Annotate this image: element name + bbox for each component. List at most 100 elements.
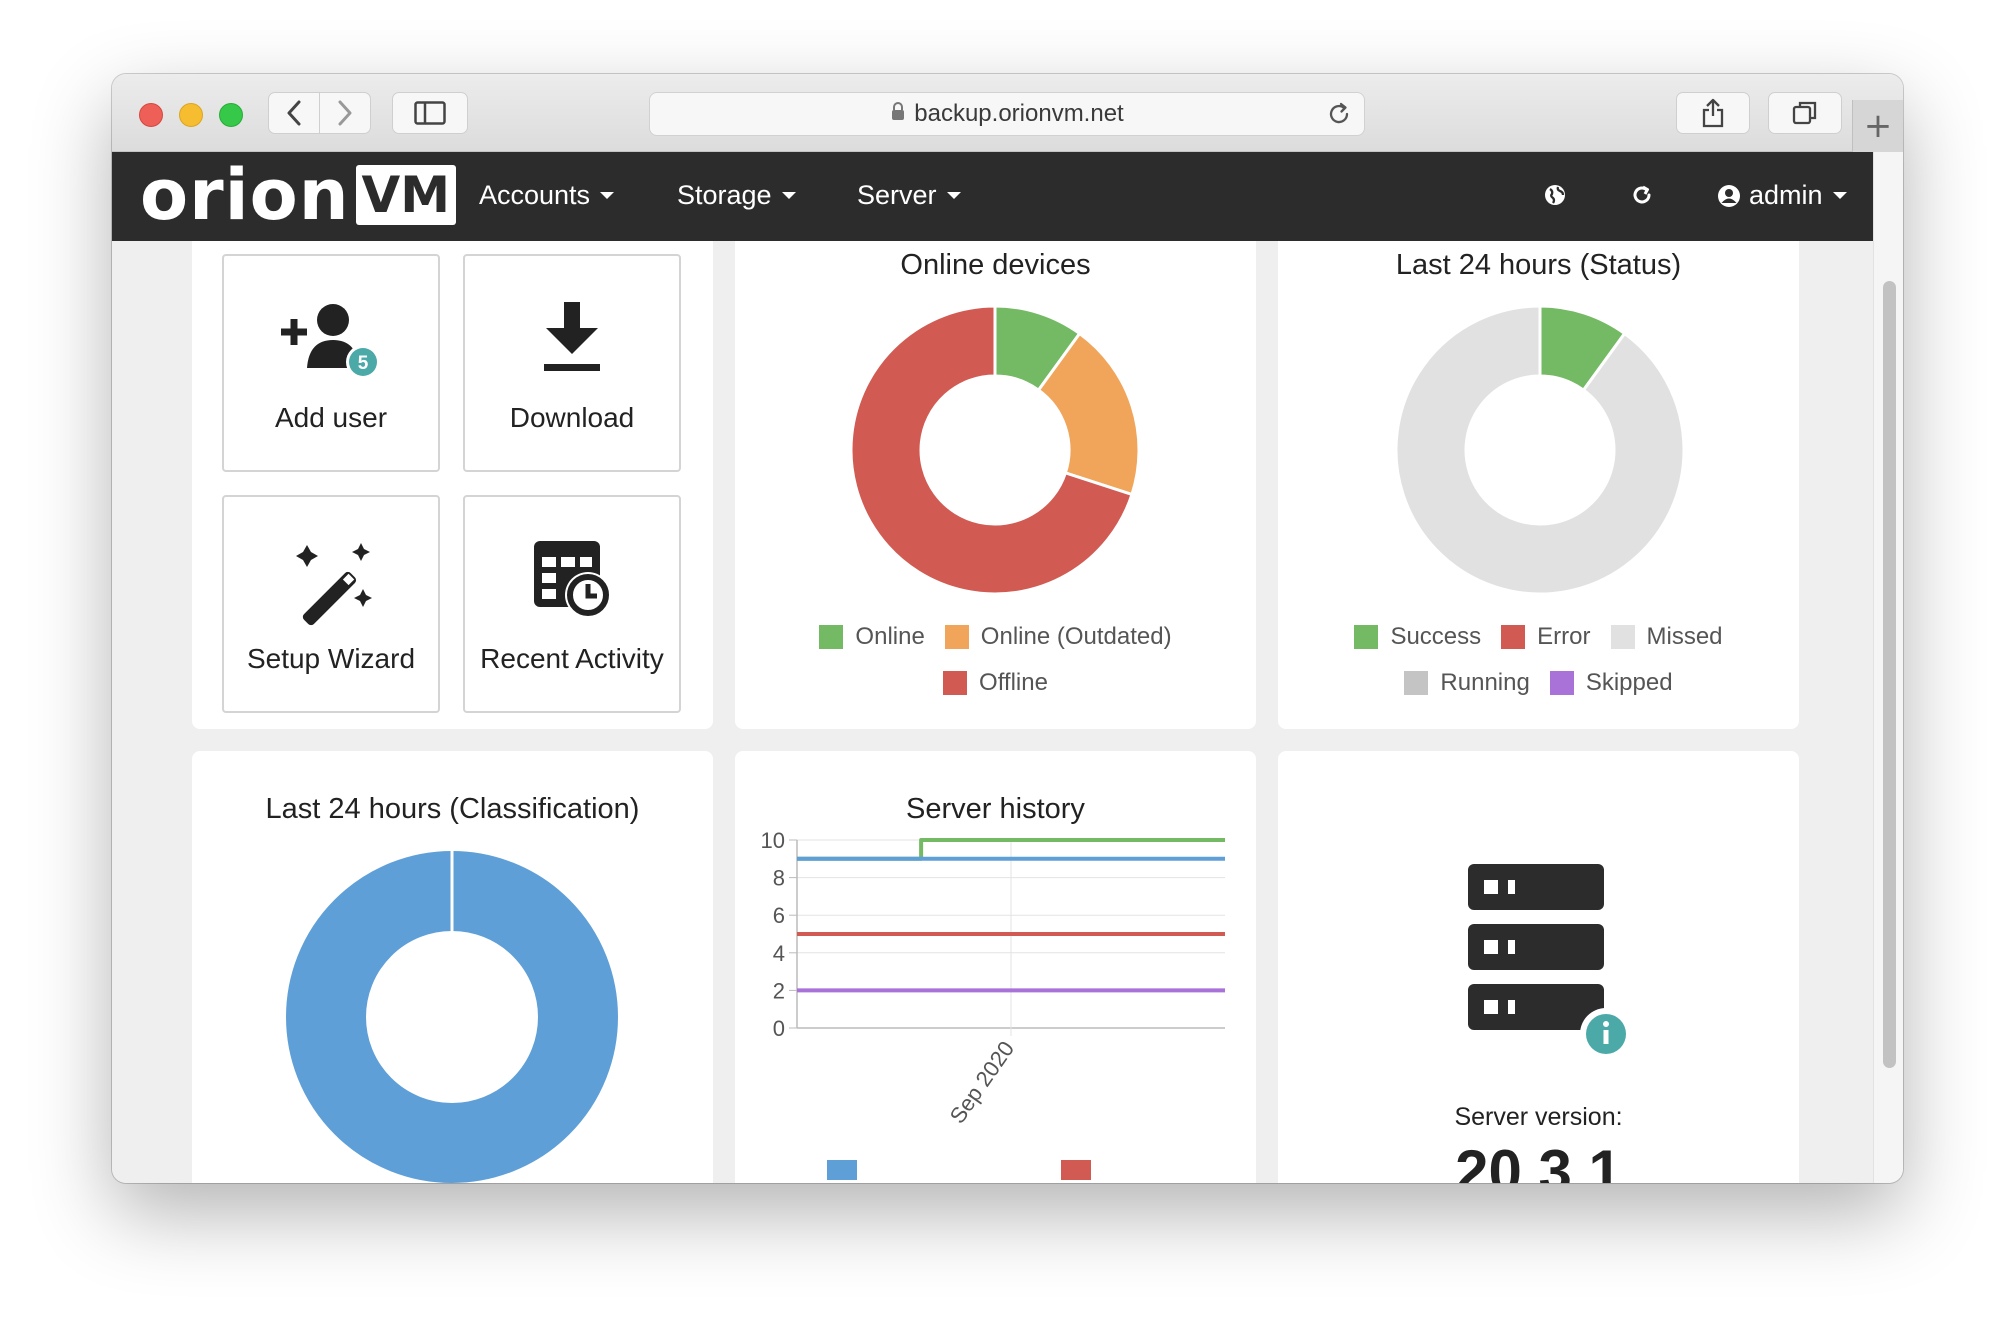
server-history-card: Server history 10 8 6 4 2 0 Sep 2020: [735, 751, 1256, 1183]
sidebar-toggle-button[interactable]: [392, 92, 468, 134]
y-tick-label: 2: [773, 978, 785, 1003]
y-tick-label: 6: [773, 903, 785, 928]
donut-slice-online-outdated-[interactable]: [1036, 331, 1141, 497]
online-devices-title: Online devices: [900, 249, 1091, 281]
quick-actions-card: 5 Add user Download: [192, 241, 713, 729]
add-user-icon: 5: [281, 304, 380, 379]
y-tick-label: 4: [773, 941, 785, 966]
download-tile[interactable]: Download: [463, 254, 681, 472]
x-tick-label: Sep 2020: [945, 1037, 1020, 1129]
nav-storage-dropdown[interactable]: Storage: [677, 180, 796, 211]
legend-label: Offline: [979, 669, 1048, 696]
legend-swatch: [1549, 671, 1574, 695]
new-tab-button[interactable]: +: [1852, 100, 1903, 152]
add-user-tile[interactable]: 5 Add user: [222, 254, 440, 472]
top-navbar: orion VM Accounts Storage Server admin: [112, 152, 1873, 241]
legend-item-running[interactable]: Running: [1404, 669, 1530, 697]
legend-swatch: [1610, 625, 1635, 649]
status-card: Last 24 hours (Status) Success Error Mis…: [1278, 241, 1799, 729]
logo-orion-text: orion: [140, 154, 350, 236]
legend-label: Running: [1440, 669, 1530, 696]
legend-label: Missed: [1646, 623, 1723, 650]
online-devices-card: Online devices Online Online (Outdated) …: [735, 241, 1256, 729]
forward-button[interactable]: [319, 92, 371, 134]
share-button[interactable]: [1676, 92, 1750, 134]
refresh-icon[interactable]: [1630, 182, 1654, 213]
server-stack-icon: [1468, 864, 1632, 1079]
donut-slice-offline[interactable]: [849, 304, 1134, 596]
legend-item-success[interactable]: Success: [1354, 623, 1481, 651]
setup-wizard-tile[interactable]: Setup Wizard: [222, 495, 440, 713]
legend-swatch: [1404, 671, 1429, 695]
legend-item-missed[interactable]: Missed: [1610, 623, 1723, 651]
browser-window: backup.orionvm.net + orion VM Accounts S…: [112, 74, 1903, 1183]
online-devices-donut-chart: [849, 304, 1141, 596]
server-history-line-chart: 10 8 6 4 2 0 Sep 2020: [761, 831, 1225, 1129]
server-version-label: Server version:: [1454, 1103, 1623, 1131]
reload-icon[interactable]: [1326, 101, 1352, 134]
classification-card: Last 24 hours (Classification): [192, 751, 713, 1183]
user-circle-icon: [1718, 184, 1740, 207]
nav-server-dropdown[interactable]: Server: [857, 180, 961, 211]
maximize-window-button[interactable]: [219, 103, 243, 127]
caret-down-icon: [1832, 192, 1847, 199]
orionvm-logo[interactable]: orion VM: [140, 160, 456, 230]
sidebar-icon: [414, 101, 446, 125]
caret-down-icon: [781, 192, 796, 199]
y-tick-label: 8: [773, 866, 785, 891]
nav-server-label: Server: [857, 180, 937, 210]
legend-label: Online: [855, 623, 925, 650]
calendar-clock-icon: [534, 541, 611, 618]
caret-down-icon: [946, 192, 961, 199]
download-icon: [544, 302, 600, 371]
tabs-icon: [1792, 101, 1817, 125]
chevron-right-icon: [338, 100, 352, 126]
globe-icon[interactable]: [1542, 182, 1568, 213]
share-icon: [1702, 98, 1724, 128]
close-window-button[interactable]: [139, 103, 163, 127]
history-legend-swatch-red: [1061, 1160, 1091, 1180]
legend-swatch: [819, 625, 844, 649]
url-text: backup.orionvm.net: [914, 100, 1124, 127]
tabs-overview-button[interactable]: [1768, 92, 1842, 134]
legend-swatch: [1354, 625, 1379, 649]
scrollbar-thumb[interactable]: [1883, 281, 1896, 1068]
nav-storage-label: Storage: [677, 180, 772, 210]
legend-item-offline[interactable]: Offline: [943, 669, 1048, 697]
recent-activity-label: Recent Activity: [480, 643, 664, 674]
y-tick-label: 0: [773, 1016, 785, 1041]
legend-item-error[interactable]: Error: [1501, 623, 1591, 651]
back-button[interactable]: [268, 92, 320, 134]
status-legend: Success Error Missed Running Skipped: [1278, 623, 1799, 697]
address-bar[interactable]: backup.orionvm.net: [649, 92, 1365, 136]
history-legend-swatch-blue: [827, 1160, 857, 1180]
setup-wizard-label: Setup Wizard: [246, 643, 416, 674]
chevron-left-icon: [287, 100, 301, 126]
user-menu-dropdown[interactable]: admin: [1717, 180, 1847, 211]
plus-icon: +: [1863, 106, 1893, 146]
caret-down-icon: [600, 192, 615, 199]
status-donut-chart: [1394, 304, 1686, 596]
download-label: Download: [509, 402, 635, 433]
legend-label: Error: [1537, 623, 1591, 650]
donut-slice-missed[interactable]: [1394, 304, 1686, 596]
server-info-card: Server version: 20.3.1: [1278, 751, 1799, 1183]
legend-label: Skipped: [1585, 669, 1673, 696]
legend-item-online-outdated[interactable]: Online (Outdated): [944, 623, 1172, 651]
legend-label: Success: [1390, 623, 1482, 650]
legend-swatch: [943, 671, 968, 695]
legend-swatch: [1501, 625, 1526, 649]
browser-toolbar: backup.orionvm.net +: [112, 74, 1903, 152]
page-scrollbar[interactable]: [1873, 152, 1903, 1183]
add-user-label: Add user: [274, 402, 388, 433]
legend-item-online[interactable]: Online: [819, 623, 925, 651]
legend-swatch: [944, 625, 969, 649]
minimize-window-button[interactable]: [179, 103, 203, 127]
legend-label: Online (Outdated): [980, 623, 1172, 650]
legend-item-skipped[interactable]: Skipped: [1549, 669, 1673, 697]
classification-donut-chart: [286, 849, 618, 1183]
nav-accounts-dropdown[interactable]: Accounts: [479, 180, 615, 211]
recent-activity-tile[interactable]: Recent Activity: [463, 495, 681, 713]
username-label: admin: [1749, 180, 1823, 210]
logo-vm-text: VM: [355, 165, 456, 225]
